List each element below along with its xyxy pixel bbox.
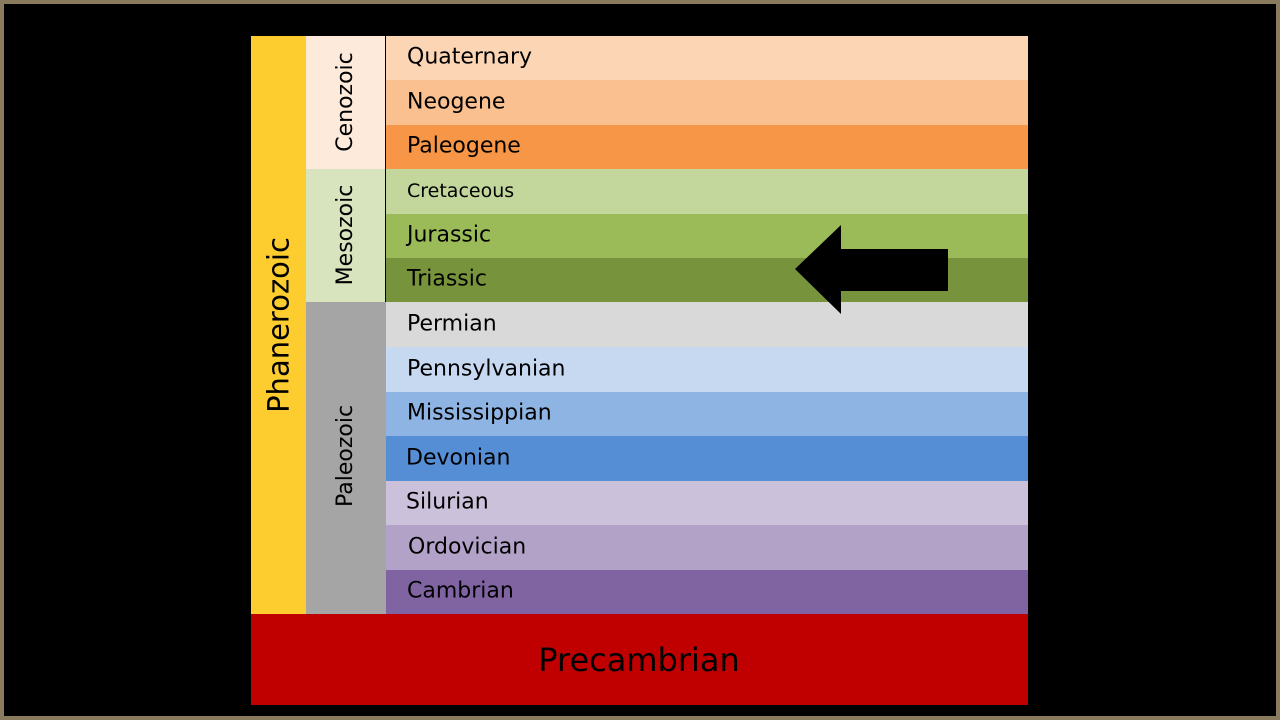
era-label-paleozoic: Paleozoic xyxy=(333,404,358,508)
period-label: Ordovician xyxy=(408,534,527,560)
geologic-time-scale: Phanerozoic Cenozoic Mesozoic Paleozoic … xyxy=(251,36,1028,705)
period-silurian: Silurian xyxy=(386,481,1028,525)
period-neogene: Neogene xyxy=(386,80,1028,125)
period-cretaceous: Cretaceous xyxy=(386,169,1028,214)
period-pennsylvanian: Pennsylvanian xyxy=(386,347,1028,392)
precambrian-label: Precambrian xyxy=(538,641,740,679)
era-cenozoic: Cenozoic xyxy=(306,36,386,169)
era-divider-line xyxy=(385,36,386,302)
period-label: Permian xyxy=(407,311,497,337)
period-label: Triassic xyxy=(407,266,487,292)
era-paleozoic: Paleozoic xyxy=(306,302,386,614)
period-cambrian: Cambrian xyxy=(386,570,1028,614)
era-label-mesozoic: Mesozoic xyxy=(333,184,358,286)
period-ordovician: Ordovician xyxy=(386,525,1028,570)
period-label: Paleogene xyxy=(407,133,521,159)
period-devonian: Devonian xyxy=(386,436,1028,481)
period-label: Neogene xyxy=(407,89,506,115)
left-arrow-icon xyxy=(795,225,948,314)
period-quaternary: Quaternary xyxy=(386,36,1028,80)
era-mesozoic: Mesozoic xyxy=(306,169,386,302)
period-label: Cambrian xyxy=(407,578,514,604)
period-permian: Permian xyxy=(386,302,1028,347)
period-mississippian: Mississippian xyxy=(386,392,1028,436)
period-label: Silurian xyxy=(406,489,489,515)
period-label: Cretaceous xyxy=(407,179,515,202)
era-label-cenozoic: Cenozoic xyxy=(333,52,358,152)
period-label: Devonian xyxy=(406,445,511,471)
period-label: Quaternary xyxy=(407,44,533,70)
period-paleogene: Paleogene xyxy=(386,125,1028,169)
eon-phanerozoic: Phanerozoic xyxy=(251,36,306,614)
period-label: Pennsylvanian xyxy=(407,356,566,382)
period-label: Mississippian xyxy=(407,400,552,426)
eon-precambrian: Precambrian xyxy=(251,614,1028,705)
eon-label: Phanerozoic xyxy=(261,237,295,413)
period-label: Jurassic xyxy=(407,222,492,248)
